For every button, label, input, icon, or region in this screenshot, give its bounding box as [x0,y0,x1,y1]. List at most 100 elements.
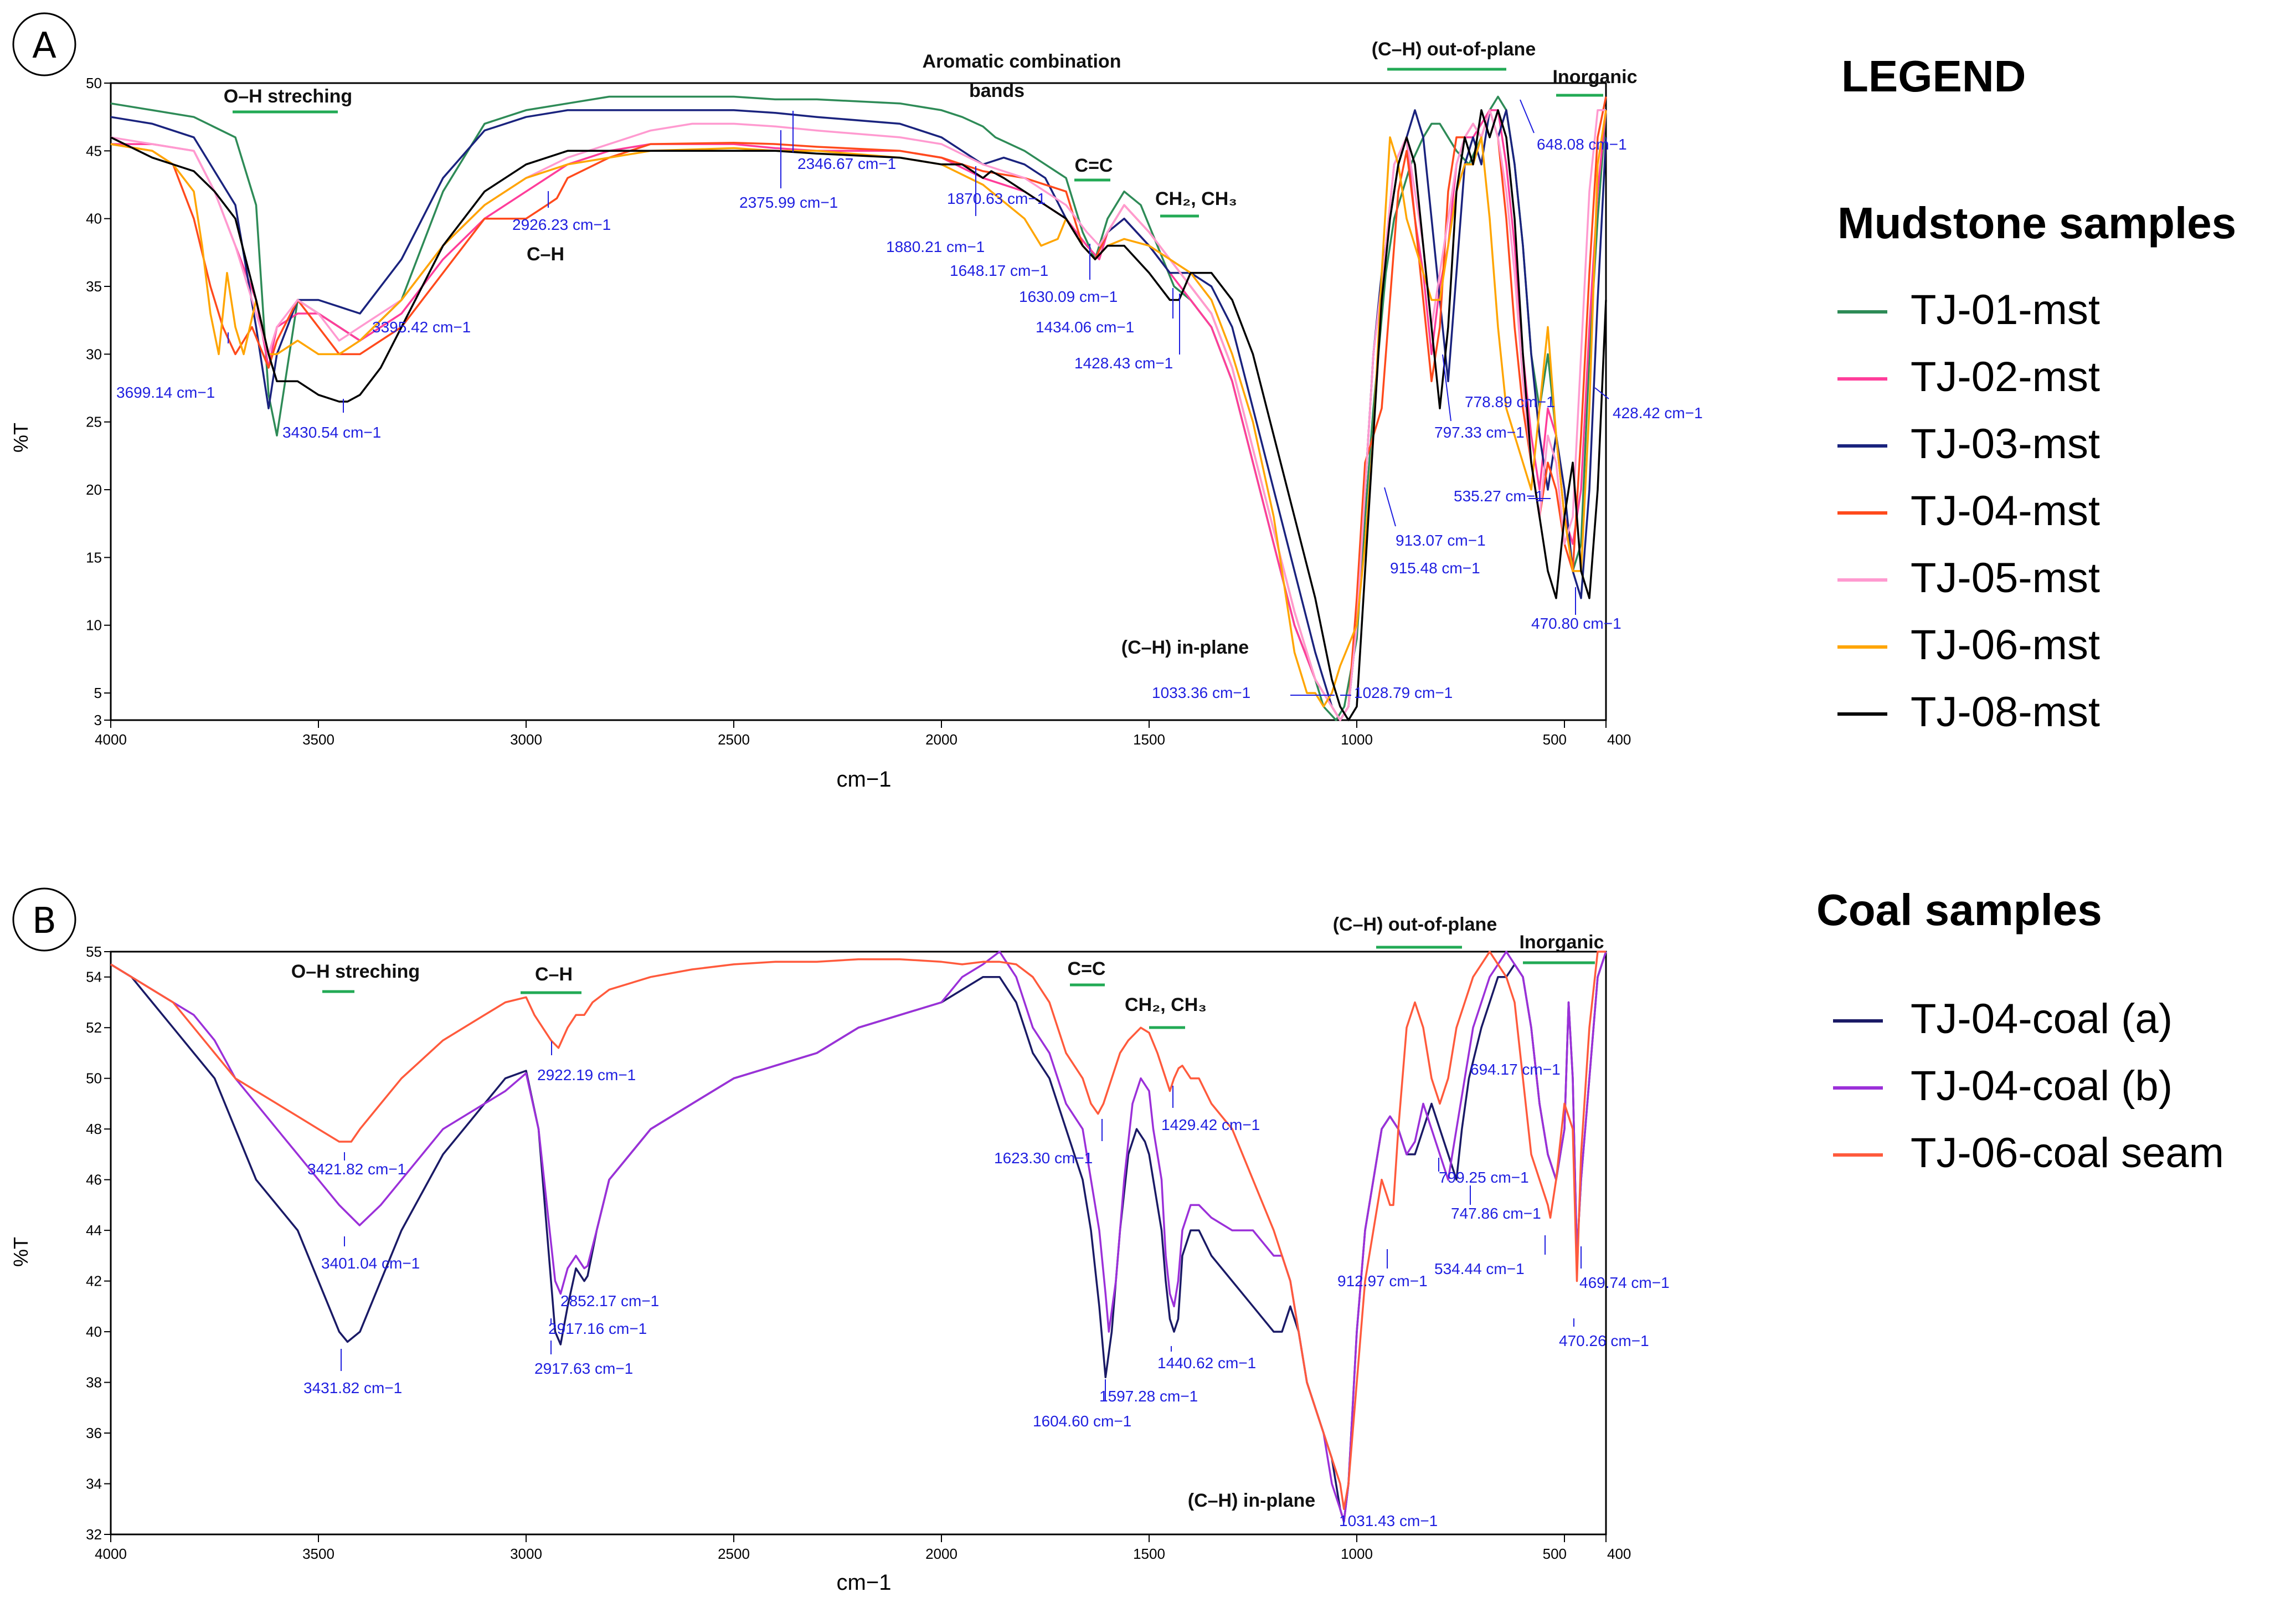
y-tick-label: 52 [86,1019,102,1036]
x-tick-label: 500 [1543,731,1567,748]
panel-a-label: A [32,25,56,66]
peak-leader [1384,487,1396,527]
series-line-tj-06-mst [110,110,1607,708]
y-tick-label: 40 [86,1323,102,1340]
legend-mudstone-items: TJ-01-mst TJ-02-mst TJ-03-mst TJ-04-mst TJ-0… [1837,286,2100,736]
panel-a-y-label: %T [9,423,32,453]
panel-b-label: B [32,901,56,942]
peak-label: 2917.63 cm−1 [534,1360,633,1377]
legend-item-label: TJ-06-coal seam [1911,1129,2224,1177]
band-oh-stretching: O–H streching [291,961,420,982]
panel-b-x-label: cm−1 [837,1570,892,1595]
peak-label: 1028.79 cm−1 [1354,684,1453,701]
panel-b-x-axis: 4000 3500 3000 2500 2000 1500 1000 500 400 [95,1534,1631,1562]
peak-label: 535.27 cm−1 [1454,487,1544,505]
peak-label: 778.89 cm−1 [1465,393,1555,410]
peak-label: 1429.42 cm−1 [1161,1116,1260,1133]
y-tick-label: 54 [86,969,102,985]
y-tick-label: 50 [86,75,102,91]
panel-b: B 4000 3500 3000 2500 2000 1500 1000 500 400 323… [9,887,1670,1595]
legend-item-label: TJ-08-mst [1911,689,2100,736]
x-tick-label: 1000 [1341,1545,1373,1562]
panel-b-plot-frame [110,951,1607,1536]
panel-a: A 4000 3500 3000 2500 2000 1500 1000 500 400 351… [9,12,1703,792]
peak-label: 428.42 cm−1 [1613,404,1703,422]
x-tick-label: 500 [1543,1545,1567,1562]
x-tick-label: 2000 [925,731,957,748]
band-oh-stretching: O–H streching [224,86,352,107]
peak-label: 912.97 cm−1 [1337,1272,1428,1290]
legend: LEGEND Mudstone samples TJ-01-mst TJ-02-m… [1816,52,2236,1177]
y-tick-label: 36 [86,1425,102,1441]
band-aromatic-bands: bands [969,80,1025,101]
series-line-tj-04-mst [110,96,1607,721]
y-tick-label: 5 [94,685,102,701]
peak-label: 1623.30 cm−1 [994,1149,1093,1167]
peak-label: 1870.63 cm−1 [947,190,1046,207]
peak-label: 915.48 cm−1 [1390,559,1480,577]
series-line-tj-04-coal-a- [110,951,1607,1523]
peak-label: 1033.36 cm−1 [1152,684,1250,701]
peak-label: 2922.19 cm−1 [537,1066,636,1084]
band-ch2-ch3: CH₂, CH₃ [1155,188,1237,209]
peak-label: 3431.82 cm−1 [303,1379,402,1396]
peak-label: 1604.60 cm−1 [1033,1413,1131,1430]
peak-leader [1594,387,1609,399]
legend-item-label: TJ-04-mst [1911,487,2100,535]
x-tick-label: 3500 [302,1545,334,1562]
panel-a-x-axis: 4000 3500 3000 2500 2000 1500 1000 500 400 [95,720,1631,748]
peak-label: 1648.17 cm−1 [950,262,1048,279]
series-line-tj-03-mst [110,109,1607,721]
peak-leader [1442,354,1451,422]
legend-item-label: TJ-04-coal (a) [1911,995,2173,1043]
legend-item-label: TJ-04-coal (b) [1911,1062,2173,1110]
peak-label: 3430.54 cm−1 [282,424,381,441]
band-c-double-c: C=C [1068,958,1106,979]
peak-label: 797.33 cm−1 [1434,424,1525,441]
peak-label: 799.25 cm−1 [1439,1169,1529,1186]
series-line-tj-02-mst [111,109,1607,721]
peak-label: 1434.06 cm−1 [1036,319,1134,336]
peak-label: 469.74 cm−1 [1579,1274,1670,1291]
y-tick-label: 46 [86,1172,102,1188]
legend-item-label: TJ-06-mst [1911,622,2100,669]
panel-b-y-axis: 32 34 36 38 40 42 44 46 48 50 52 54 55 [86,943,111,1543]
peak-label: 1440.62 cm−1 [1157,1354,1256,1372]
legend-mudstone-title: Mudstone samples [1837,198,2236,248]
peak-label: 2852.17 cm−1 [560,1292,659,1310]
peak-label: 3699.14 cm−1 [116,384,215,401]
peak-label: 1880.21 cm−1 [886,238,985,255]
legend-item-label: TJ-03-mst [1911,420,2100,468]
peak-label: 747.86 cm−1 [1451,1205,1541,1222]
band-aromatic-combination: Aromatic combination [923,51,1121,72]
peak-label: 470.80 cm−1 [1531,615,1621,632]
band-ch2-ch3: CH₂, CH₃ [1125,994,1207,1015]
peak-label: 534.44 cm−1 [1434,1260,1525,1277]
panel-b-band-annotations: O–H streching C–H C=C CH₂, CH₃ (C–H) out… [291,914,1604,1511]
band-inorganic: Inorganic [1519,932,1604,953]
y-tick-label: 48 [86,1121,102,1137]
x-tick-label: 4000 [95,731,127,748]
panel-a-band-annotations: O–H streching Aromatic combination bands… [224,39,1638,658]
x-tick-label: 1500 [1133,731,1165,748]
peak-label: 648.08 cm−1 [1537,136,1627,153]
band-ch-in-plane: (C–H) in-plane [1121,637,1249,658]
band-inorganic: Inorganic [1552,66,1637,88]
legend-heading: LEGEND [1841,52,2026,101]
band-ch: C–H [527,244,564,265]
band-ch-in-plane: (C–H) in-plane [1188,1490,1315,1511]
y-tick-label: 20 [86,481,102,498]
panel-b-curves [110,951,1607,1523]
peak-label: 1630.09 cm−1 [1019,288,1118,305]
peak-label: 1597.28 cm−1 [1099,1388,1198,1405]
peak-label: 3401.04 cm−1 [321,1255,420,1272]
peak-label: 1428.43 cm−1 [1074,355,1173,372]
peak-label: 694.17 cm−1 [1470,1061,1561,1078]
x-tick-label: 1500 [1133,1545,1165,1562]
y-tick-label: 40 [86,210,102,227]
band-ch-out-of-plane: (C–H) out-of-plane [1372,39,1536,60]
y-tick-label: 42 [86,1273,102,1290]
peak-label: 913.07 cm−1 [1396,532,1486,549]
y-tick-label: 34 [86,1476,102,1492]
